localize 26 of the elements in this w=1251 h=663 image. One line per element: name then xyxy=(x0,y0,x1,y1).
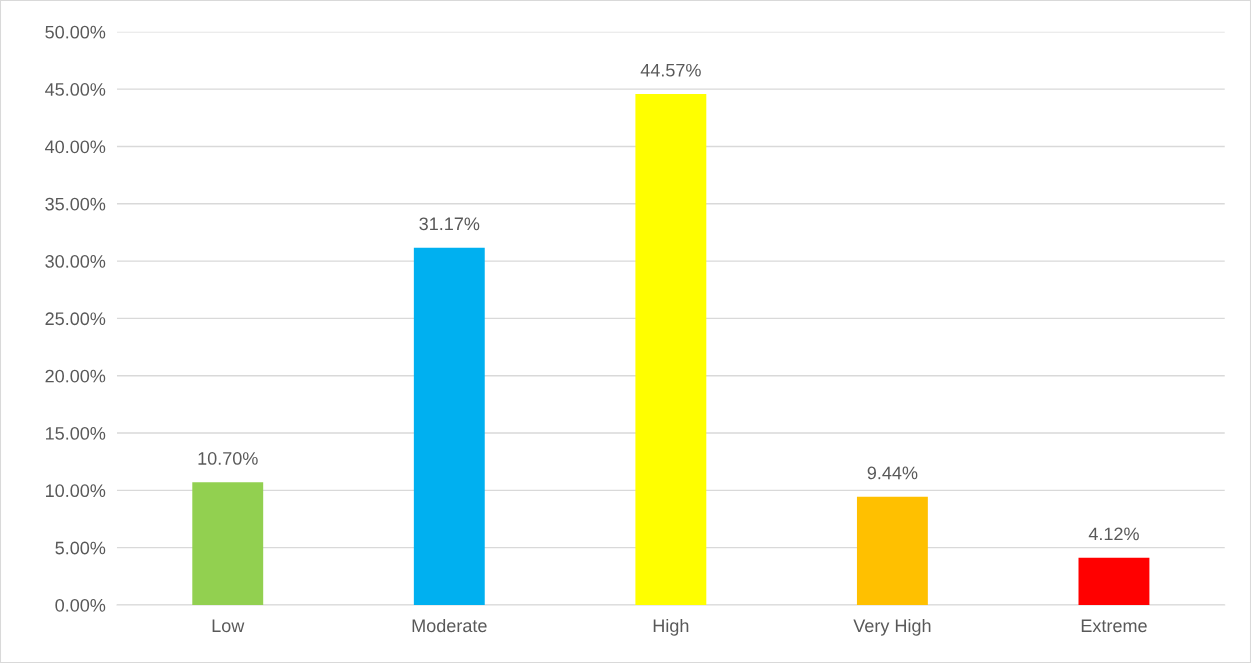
y-tick-label: 35.00% xyxy=(45,197,106,211)
bar xyxy=(192,482,264,605)
data-label: 9.44% xyxy=(867,466,918,480)
x-tick-label: Extreme xyxy=(1081,619,1147,633)
y-tick-label: 25.00% xyxy=(45,312,106,326)
y-tick-label: 40.00% xyxy=(45,140,106,154)
bar xyxy=(413,247,485,605)
y-tick-label: 45.00% xyxy=(45,83,106,96)
y-tick-label: 15.00% xyxy=(46,426,106,440)
y-tick-label: 0.00% xyxy=(55,598,106,612)
y-tick-label: 20.00% xyxy=(45,369,106,383)
x-tick-label: High xyxy=(653,618,689,636)
bar xyxy=(1078,557,1150,605)
x-tick-label: Low xyxy=(212,619,245,633)
data-label: 31.17% xyxy=(419,217,480,231)
x-tick-label: Very High xyxy=(853,618,931,636)
data-label: 44.57% xyxy=(640,63,701,77)
y-tick-label: 5.00% xyxy=(55,541,106,555)
y-tick-label: 50.00% xyxy=(45,25,106,39)
x-tick-label: Moderate xyxy=(412,618,487,633)
bar xyxy=(856,496,928,605)
bar xyxy=(635,94,707,605)
y-tick-label: 30.00% xyxy=(45,255,106,268)
y-tick-label: 10.00% xyxy=(46,484,106,498)
data-label: 10.70% xyxy=(198,452,258,465)
data-label: 4.12% xyxy=(1088,527,1139,541)
